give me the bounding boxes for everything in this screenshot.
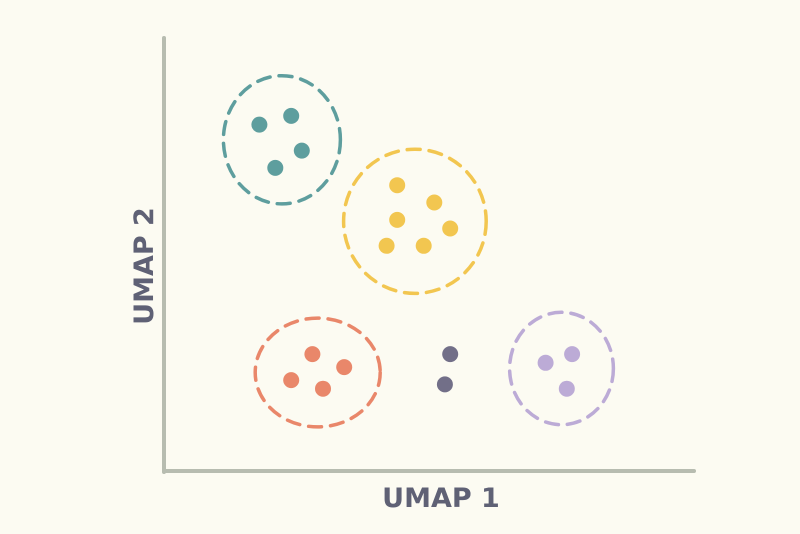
y-axis-label: UMAP 2 xyxy=(129,207,160,325)
data-point-3-1 xyxy=(304,346,321,363)
data-point-5-3 xyxy=(558,380,575,397)
data-point-3-4 xyxy=(315,380,331,397)
cluster-boundary-2 xyxy=(341,147,488,296)
cluster-boundary-1 xyxy=(221,73,343,206)
data-point-5-2 xyxy=(564,346,581,363)
data-point-3-2 xyxy=(336,359,353,376)
data-point-2-4 xyxy=(442,220,459,237)
data-point-2-6 xyxy=(415,237,432,254)
data-point-1-2 xyxy=(283,107,300,124)
data-point-4-2 xyxy=(436,376,453,393)
data-point-4-1 xyxy=(442,346,459,363)
cluster-boundary-3 xyxy=(253,316,382,429)
points-layer xyxy=(251,107,581,397)
data-point-3-3 xyxy=(283,372,300,389)
x-axis-label: UMAP 1 xyxy=(382,483,500,514)
data-point-1-1 xyxy=(251,116,268,133)
data-point-2-3 xyxy=(389,211,406,228)
data-point-2-2 xyxy=(426,194,443,211)
data-point-1-4 xyxy=(267,159,284,176)
data-point-2-5 xyxy=(378,237,395,254)
data-point-1-3 xyxy=(293,142,310,159)
cluster-boundary-5 xyxy=(507,310,616,427)
clusters-layer xyxy=(221,73,616,429)
data-point-2-1 xyxy=(389,177,406,194)
data-point-5-1 xyxy=(537,354,554,371)
